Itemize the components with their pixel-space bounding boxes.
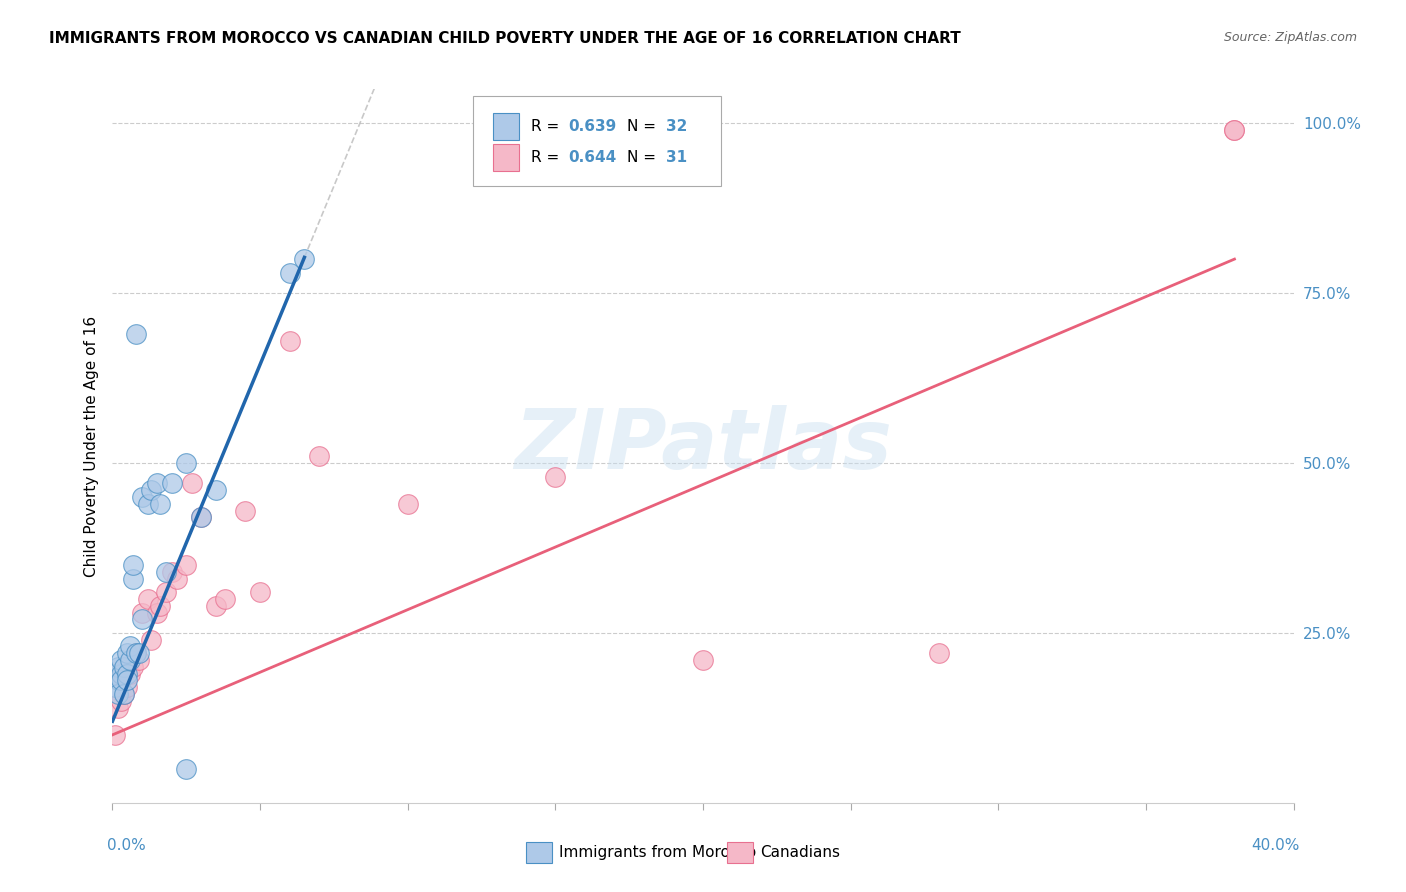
Point bbox=[1223, 123, 1246, 137]
Point bbox=[136, 497, 159, 511]
Point bbox=[112, 687, 135, 701]
Text: 32: 32 bbox=[666, 119, 688, 134]
Point bbox=[692, 653, 714, 667]
Text: ZIPatlas: ZIPatlas bbox=[515, 406, 891, 486]
Point bbox=[160, 476, 183, 491]
Point bbox=[136, 591, 159, 606]
Point bbox=[120, 653, 142, 667]
Text: R =: R = bbox=[530, 150, 564, 165]
Text: N =: N = bbox=[627, 119, 661, 134]
Bar bbox=[727, 842, 752, 863]
FancyBboxPatch shape bbox=[472, 96, 721, 186]
Point bbox=[249, 585, 271, 599]
Point bbox=[155, 585, 177, 599]
Point bbox=[131, 606, 153, 620]
Point bbox=[928, 646, 950, 660]
Text: IMMIGRANTS FROM MOROCCO VS CANADIAN CHILD POVERTY UNDER THE AGE OF 16 CORRELATIO: IMMIGRANTS FROM MOROCCO VS CANADIAN CHIL… bbox=[49, 31, 960, 46]
Text: 31: 31 bbox=[666, 150, 688, 165]
Point bbox=[131, 490, 153, 504]
Point bbox=[112, 660, 135, 674]
Point bbox=[139, 483, 162, 498]
Text: 0.0%: 0.0% bbox=[107, 838, 145, 853]
Point bbox=[139, 632, 162, 647]
Text: 40.0%: 40.0% bbox=[1251, 838, 1299, 853]
Point bbox=[117, 666, 138, 681]
Point bbox=[110, 653, 132, 667]
Point bbox=[112, 687, 135, 701]
Point bbox=[128, 646, 150, 660]
Point bbox=[110, 666, 132, 681]
Point bbox=[104, 680, 127, 694]
Point bbox=[131, 612, 153, 626]
Point bbox=[160, 565, 183, 579]
Point bbox=[233, 503, 256, 517]
Point bbox=[149, 497, 172, 511]
Point bbox=[146, 606, 169, 620]
Bar bbox=[526, 842, 551, 863]
Point bbox=[122, 660, 145, 674]
Point bbox=[122, 572, 145, 586]
Text: Immigrants from Morocco: Immigrants from Morocco bbox=[560, 846, 756, 860]
Point bbox=[117, 646, 138, 660]
Point bbox=[181, 476, 204, 491]
Point bbox=[174, 558, 197, 572]
Point bbox=[149, 599, 172, 613]
Point bbox=[104, 666, 127, 681]
Point bbox=[120, 640, 142, 654]
Text: Source: ZipAtlas.com: Source: ZipAtlas.com bbox=[1223, 31, 1357, 45]
Point bbox=[125, 646, 148, 660]
Point bbox=[190, 510, 212, 524]
Point bbox=[122, 558, 145, 572]
Point bbox=[278, 266, 301, 280]
Text: R =: R = bbox=[530, 119, 564, 134]
Point bbox=[155, 565, 177, 579]
Point bbox=[107, 673, 129, 688]
Point bbox=[308, 449, 330, 463]
Point bbox=[107, 687, 129, 701]
Point bbox=[278, 334, 301, 348]
Bar bbox=[492, 145, 519, 171]
Text: 0.639: 0.639 bbox=[568, 119, 617, 134]
Point bbox=[214, 591, 236, 606]
Point bbox=[205, 599, 228, 613]
Point bbox=[1223, 123, 1246, 137]
Text: 0.644: 0.644 bbox=[568, 150, 617, 165]
Text: Canadians: Canadians bbox=[759, 846, 839, 860]
Point bbox=[125, 646, 148, 660]
Point bbox=[117, 680, 138, 694]
Point bbox=[190, 510, 212, 524]
Point bbox=[174, 762, 197, 776]
Point bbox=[166, 572, 188, 586]
Point bbox=[396, 497, 419, 511]
Point bbox=[544, 469, 567, 483]
Point bbox=[117, 673, 138, 688]
Point bbox=[205, 483, 228, 498]
Point bbox=[110, 694, 132, 708]
Point bbox=[120, 666, 142, 681]
Point bbox=[174, 456, 197, 470]
Point bbox=[292, 252, 315, 266]
Point bbox=[104, 728, 127, 742]
Bar bbox=[492, 112, 519, 140]
Point bbox=[125, 326, 148, 341]
Point bbox=[107, 700, 129, 714]
Point bbox=[110, 673, 132, 688]
Y-axis label: Child Poverty Under the Age of 16: Child Poverty Under the Age of 16 bbox=[83, 316, 98, 576]
Point bbox=[146, 476, 169, 491]
Point bbox=[128, 653, 150, 667]
Text: N =: N = bbox=[627, 150, 661, 165]
Point bbox=[107, 660, 129, 674]
